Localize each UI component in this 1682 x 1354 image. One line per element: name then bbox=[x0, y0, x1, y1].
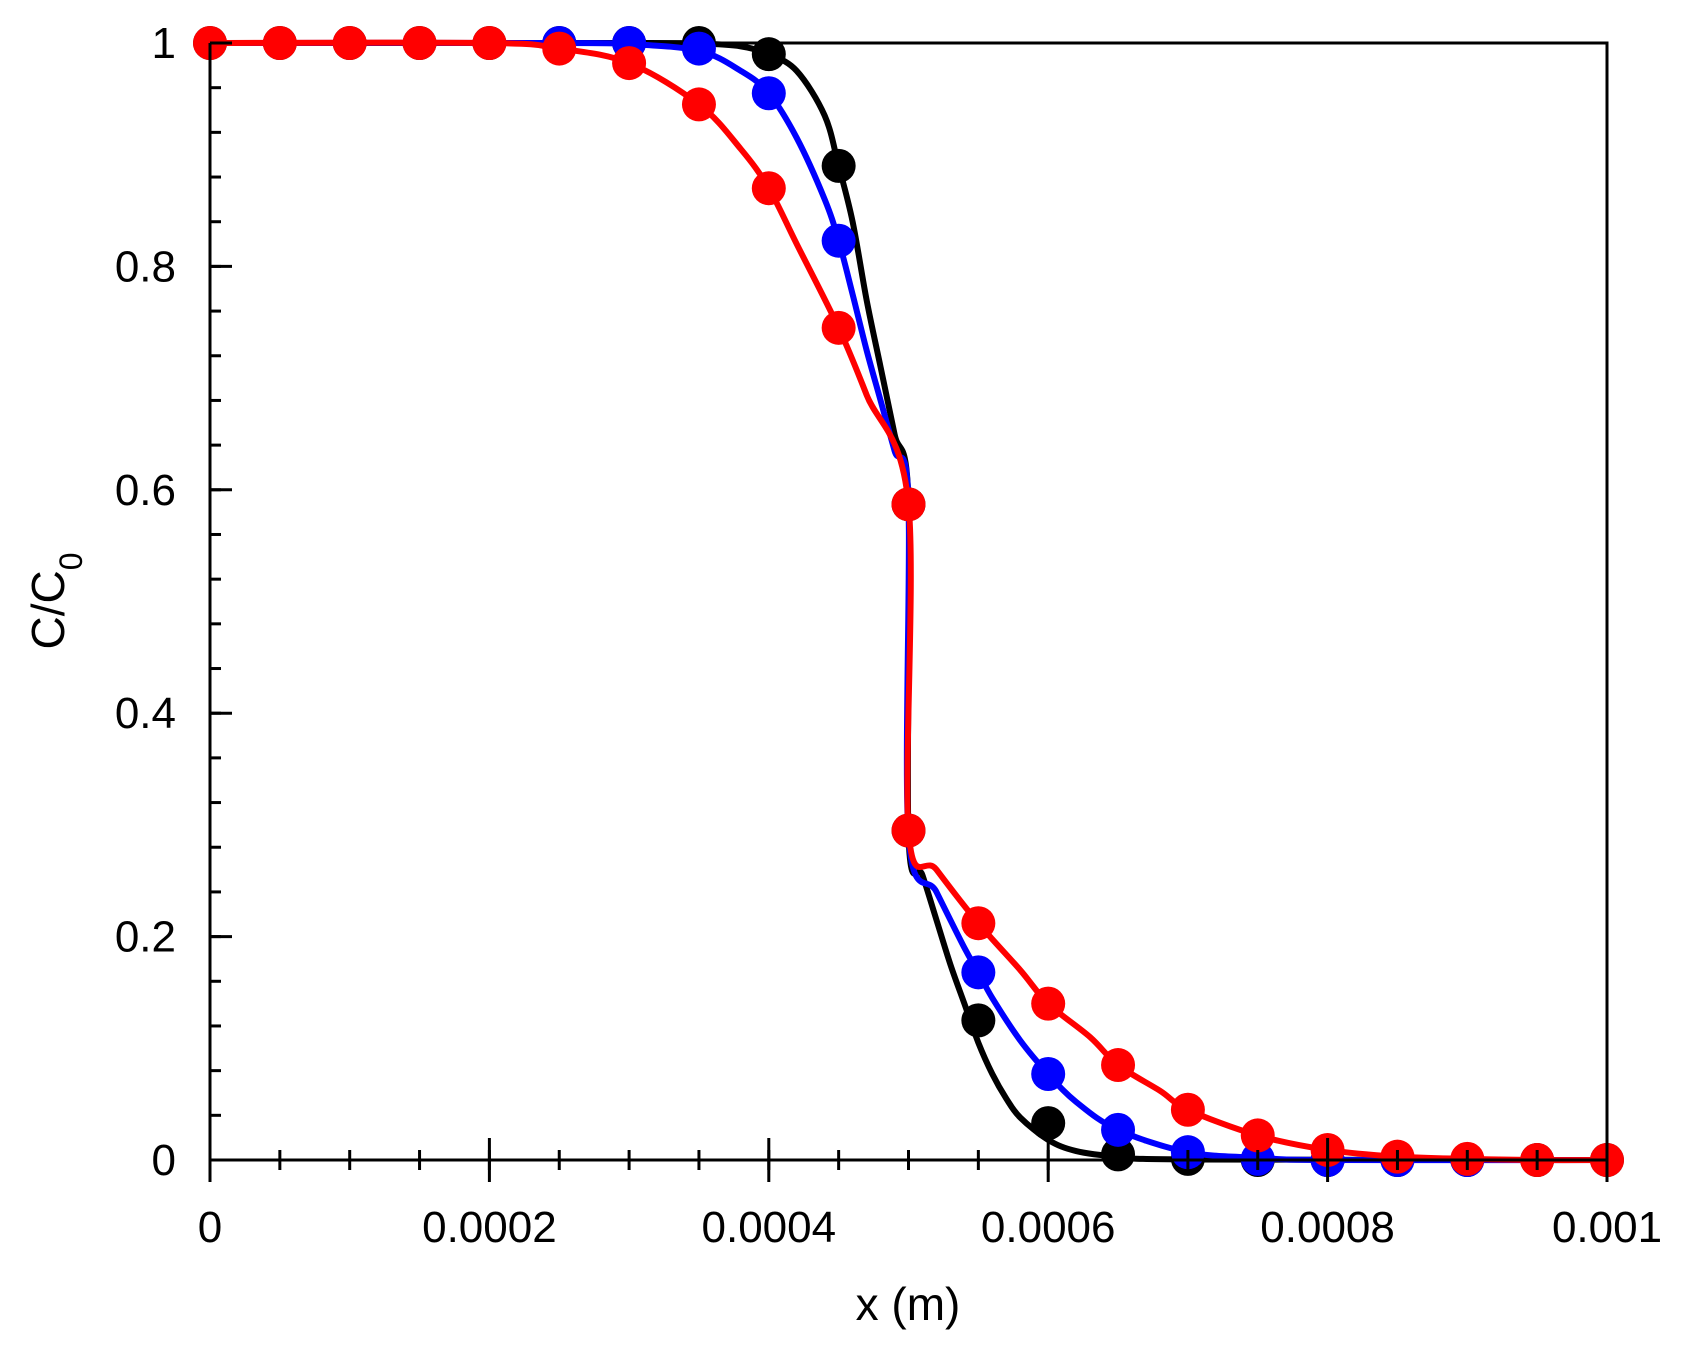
y-tick-label: 0.4 bbox=[115, 689, 176, 738]
y-tick-label: 0.6 bbox=[115, 466, 176, 515]
series-point bbox=[332, 26, 367, 60]
series-point bbox=[961, 906, 996, 941]
series-point bbox=[1031, 986, 1066, 1021]
series-point bbox=[751, 37, 786, 72]
x-tick-label: 0.0004 bbox=[702, 1203, 837, 1252]
series-3 bbox=[193, 26, 1624, 1177]
series-point bbox=[1101, 1048, 1136, 1083]
series-line bbox=[207, 39, 1610, 1164]
series-point bbox=[402, 26, 437, 60]
y-axis-title-subscript: 0 bbox=[53, 552, 89, 570]
series-point bbox=[262, 26, 297, 60]
x-tick-label: 0.0002 bbox=[422, 1203, 557, 1252]
series-point bbox=[1031, 1106, 1066, 1141]
x-tick-label: 0.0008 bbox=[1260, 1203, 1395, 1252]
series-point bbox=[821, 223, 856, 258]
y-tick-label: 0.8 bbox=[115, 242, 176, 291]
y-tick-label: 0 bbox=[152, 1136, 176, 1185]
series-point bbox=[1101, 1112, 1136, 1147]
series-point bbox=[542, 31, 577, 66]
series-point bbox=[821, 148, 856, 183]
series-point bbox=[961, 955, 996, 990]
series-point bbox=[891, 813, 926, 848]
series-point bbox=[1031, 1056, 1066, 1091]
x-ticks: 0 0.0002 0.0004 0.0006 0.0008 0.001 bbox=[198, 1138, 1662, 1252]
y-ticks: 0 0.2 0.4 0.6 0.8 1 bbox=[115, 19, 232, 1185]
x-tick-label: 0.001 bbox=[1552, 1203, 1662, 1252]
x-tick-label: 0 bbox=[198, 1203, 222, 1252]
series-point bbox=[681, 31, 716, 66]
series-point bbox=[751, 76, 786, 111]
y-axis-title: C/C0 bbox=[22, 552, 89, 649]
series-point bbox=[612, 46, 647, 81]
series-point bbox=[681, 87, 716, 122]
x-tick-label: 0.0006 bbox=[981, 1203, 1116, 1252]
x-axis-title: x (m) bbox=[856, 1278, 961, 1330]
series-point bbox=[472, 26, 507, 60]
y-tick-label: 1 bbox=[152, 19, 176, 68]
series-point bbox=[1240, 1118, 1275, 1153]
series-point bbox=[821, 310, 856, 345]
series-point bbox=[751, 171, 786, 206]
series-point bbox=[1170, 1092, 1205, 1127]
series-point bbox=[961, 1003, 996, 1038]
y-tick-label: 0.2 bbox=[115, 913, 176, 962]
series-point bbox=[891, 487, 926, 522]
y-axis-title-main: C/C bbox=[22, 570, 74, 649]
series-layer bbox=[193, 26, 1624, 1177]
